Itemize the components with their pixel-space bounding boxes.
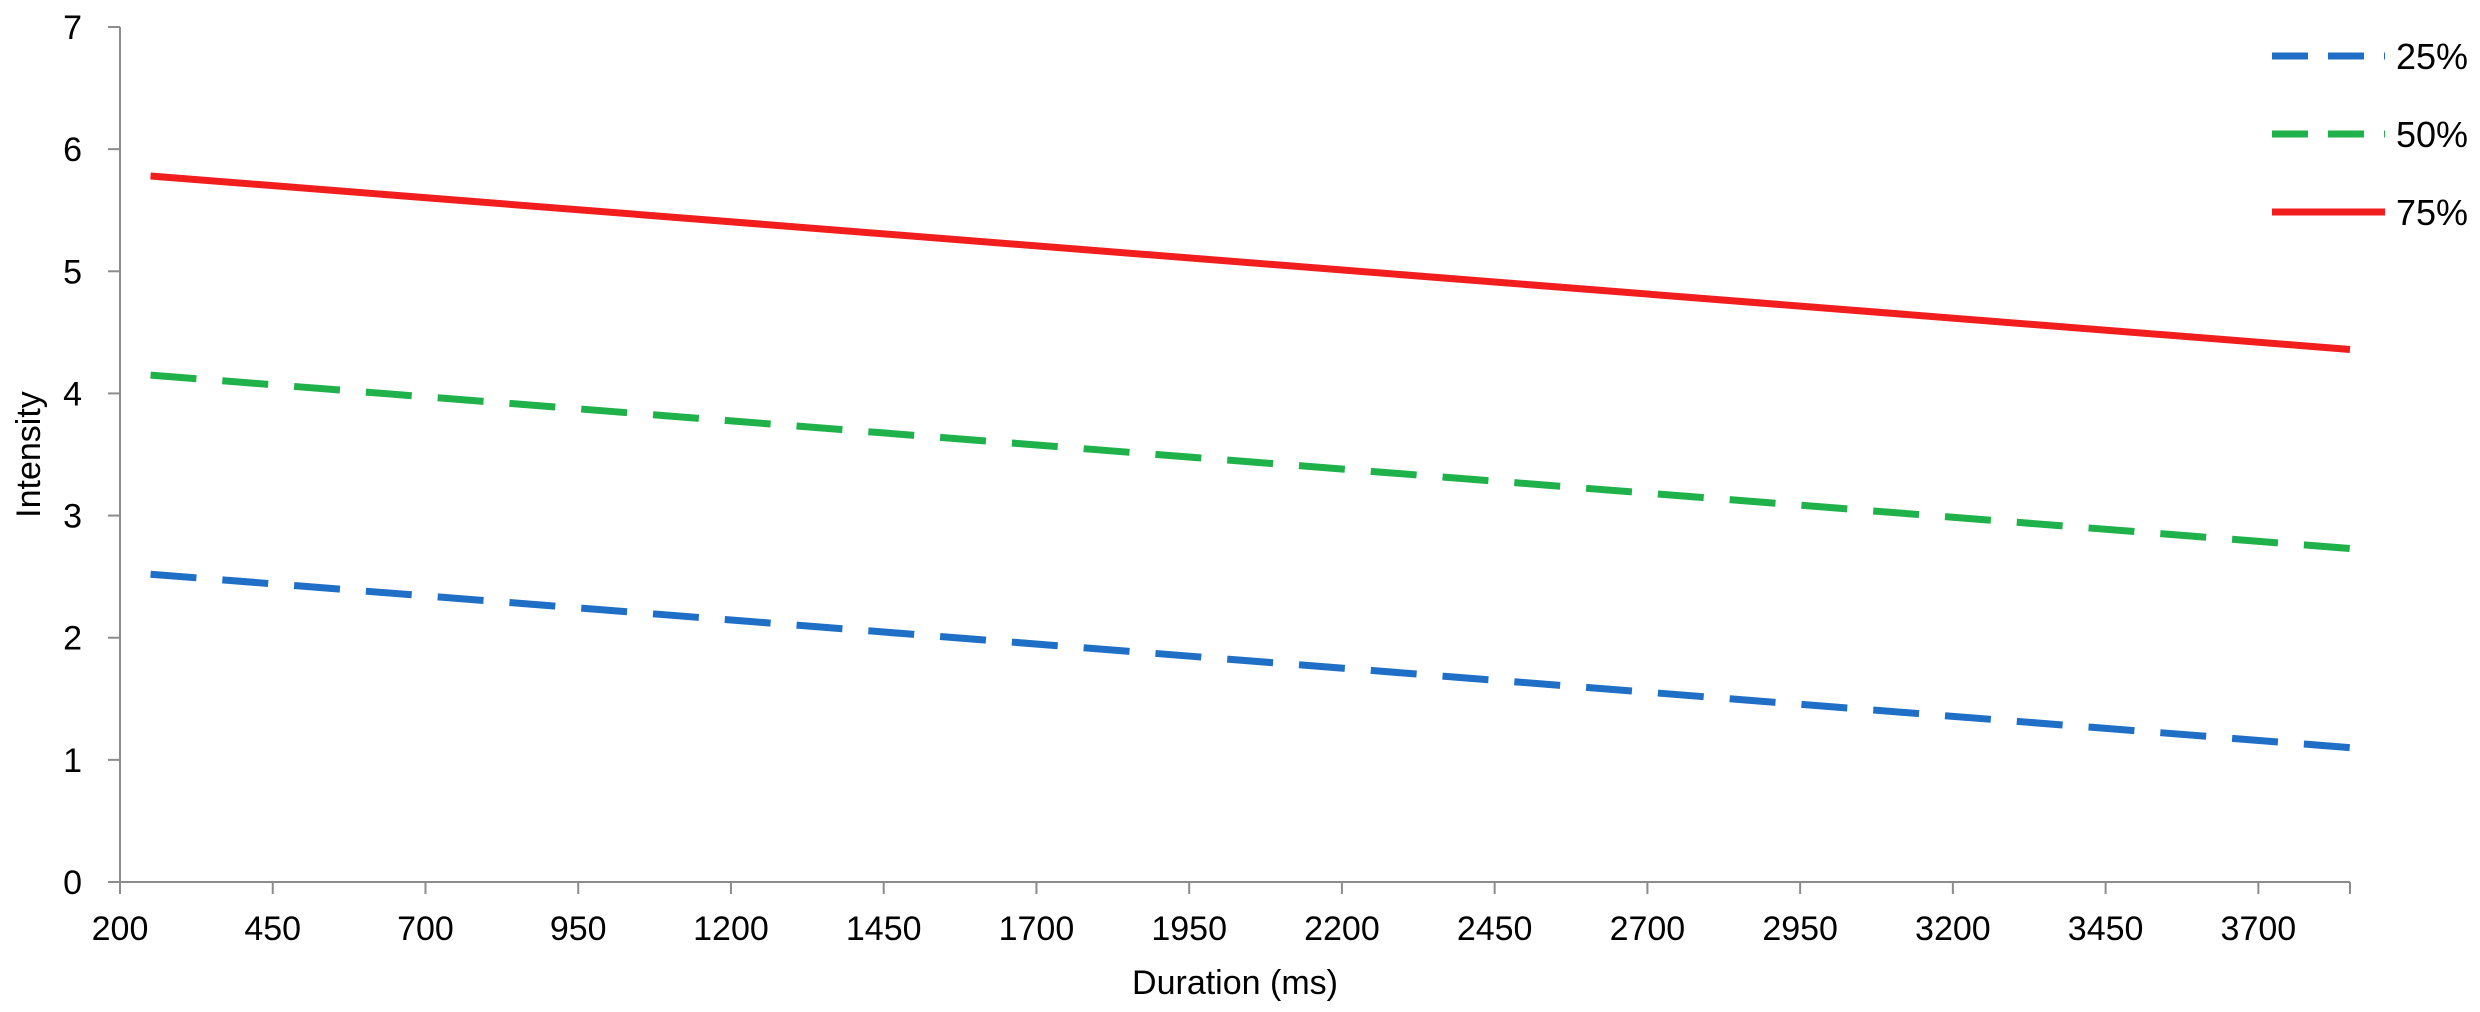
y-tick-label: 6 <box>63 131 82 169</box>
x-axis-ticks: 200 450 700 950 1200 1450 1700 1950 2200 2450 2700… <box>92 882 2351 948</box>
x-tick-label: 1450 <box>846 910 922 948</box>
legend: 25% 50% 75% <box>2272 36 2468 233</box>
y-tick-label: 5 <box>63 253 82 291</box>
y-tick-label: 0 <box>63 864 82 902</box>
x-tick-label: 1950 <box>1151 910 1227 948</box>
y-axis-title: Intensity <box>10 391 48 518</box>
series-line-3 <box>150 172 2351 353</box>
y-tick-label: 1 <box>63 742 82 780</box>
series-line-1 <box>150 570 2351 752</box>
x-tick-label: 200 <box>92 910 149 948</box>
y-tick-label: 4 <box>63 375 82 413</box>
x-tick-label: 3450 <box>2068 910 2144 948</box>
x-tick-label: 700 <box>397 910 454 948</box>
x-tick-label: 2450 <box>1457 910 1533 948</box>
series-line-2 <box>150 371 2351 553</box>
x-tick-label: 3200 <box>1915 910 1991 948</box>
x-tick-label: 950 <box>550 910 607 948</box>
y-tick-label: 7 <box>63 9 82 47</box>
axes <box>119 27 2350 883</box>
x-tick-label: 1700 <box>999 910 1075 948</box>
x-tick-label: 1200 <box>693 910 769 948</box>
x-axis-title: Duration (ms) <box>1132 964 1338 1002</box>
series-lines <box>150 172 2351 752</box>
x-tick-label: 3700 <box>2221 910 2297 948</box>
legend-label: 25% <box>2396 36 2468 77</box>
x-tick-label: 2200 <box>1304 910 1380 948</box>
x-tick-label: 450 <box>244 910 301 948</box>
x-tick-label: 2950 <box>1762 910 1838 948</box>
x-tick-label: 2700 <box>1610 910 1686 948</box>
y-axis-ticks: 0 1 2 3 4 5 6 7 <box>63 9 120 902</box>
y-tick-label: 2 <box>63 620 82 658</box>
legend-label: 50% <box>2396 114 2468 155</box>
y-tick-label: 3 <box>63 498 82 536</box>
legend-label: 75% <box>2396 192 2468 233</box>
